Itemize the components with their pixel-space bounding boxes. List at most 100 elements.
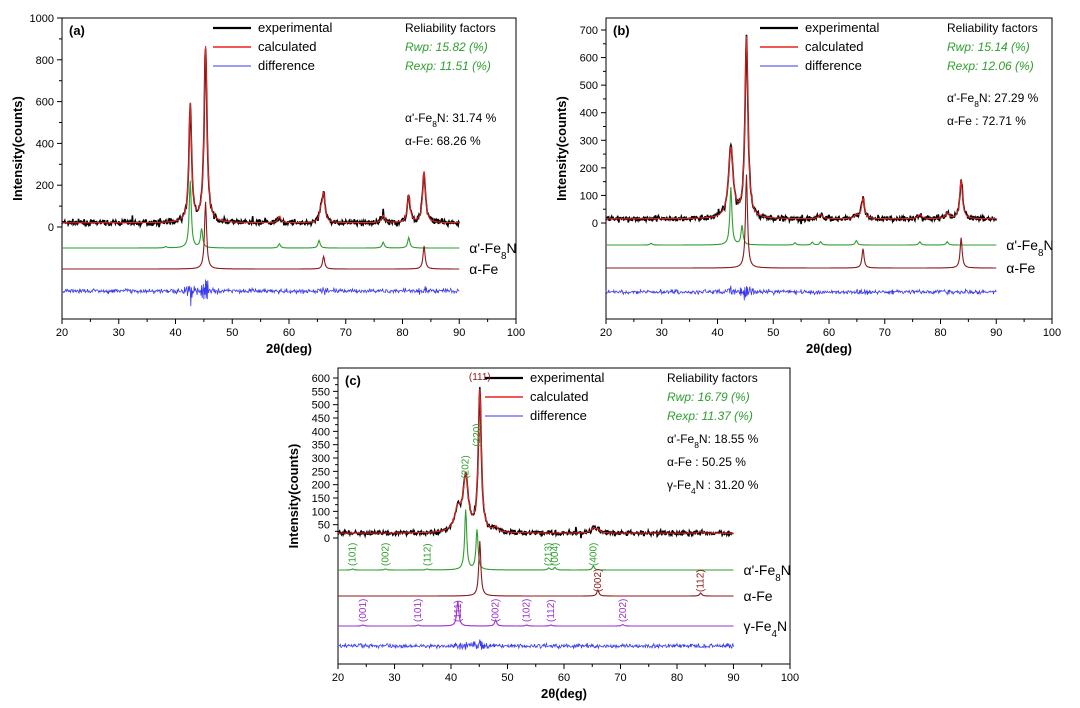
hkl-label: (002) <box>491 599 502 622</box>
y-tick-label: 600 <box>580 53 598 65</box>
series-phase-1 <box>62 180 460 249</box>
phase-fraction: α-Fe : 72.71 % <box>947 114 1026 128</box>
y-tick-label: 700 <box>580 25 598 37</box>
hkl-label: (202) <box>461 455 472 478</box>
legend-entry: difference <box>530 408 587 423</box>
x-axis-label: 2θ(deg) <box>806 341 852 356</box>
y-tick-label: 200 <box>312 480 330 492</box>
y-tick-label: 200 <box>36 180 54 192</box>
rwp-value: Rwp: 15.14 (%) <box>947 40 1030 54</box>
series-phase-2 <box>606 174 997 269</box>
rwp-value: Rwp: 16.79 (%) <box>667 390 750 404</box>
x-tick-label: 20 <box>332 672 344 684</box>
hkl-label: (112) <box>546 599 557 622</box>
x-tick-label: 60 <box>823 327 835 339</box>
x-tick-label: 40 <box>711 327 723 339</box>
y-tick-label: 450 <box>312 413 330 425</box>
series-calculated <box>606 36 997 220</box>
x-axis-label: 2θ(deg) <box>541 686 587 701</box>
y-tick-label: 600 <box>312 373 330 385</box>
rexp-value: Rexp: 11.51 (%) <box>405 59 491 73</box>
y-tick-label: 400 <box>312 426 330 438</box>
legend-entry: calculated <box>530 389 589 404</box>
x-tick-label: 70 <box>614 672 626 684</box>
hkl-label: (002) <box>380 543 391 566</box>
legend-entry: difference <box>805 58 862 73</box>
hkl-label: (101) <box>348 543 359 566</box>
y-tick-label: 200 <box>580 163 598 175</box>
legend-entry: experimental <box>530 370 605 385</box>
y-axis-label: Intensity(counts) <box>554 96 569 201</box>
y-axis-label: Intensity(counts) <box>10 96 25 201</box>
y-tick-label: 0 <box>324 533 330 545</box>
series-phase-2 <box>62 201 460 270</box>
series-phase-1 <box>606 186 997 246</box>
x-tick-label: 100 <box>781 672 799 684</box>
y-tick-label: 600 <box>36 97 54 109</box>
x-tick-label: 90 <box>727 672 739 684</box>
x-tick-label: 50 <box>767 327 779 339</box>
x-tick-label: 100 <box>507 327 525 339</box>
hkl-label: (400) <box>588 543 599 566</box>
legend-entry: calculated <box>805 39 864 54</box>
legend-entry: calculated <box>258 39 317 54</box>
y-tick-label: 550 <box>312 386 330 398</box>
y-tick-label: 400 <box>580 108 598 120</box>
hkl-label: (001) <box>358 599 369 622</box>
phase-fraction: α-Fe: 68.26 % <box>405 134 481 148</box>
y-tick-label: 1000 <box>30 13 54 25</box>
x-tick-label: 100 <box>1043 327 1061 339</box>
y-tick-label: 300 <box>580 135 598 147</box>
x-tick-label: 80 <box>934 327 946 339</box>
phase-label: α'-Fe8N <box>1006 237 1053 259</box>
rexp-value: Rexp: 12.06 (%) <box>947 59 1034 73</box>
series-difference <box>61 279 460 307</box>
y-tick-label: 500 <box>580 80 598 92</box>
x-tick-label: 70 <box>340 327 352 339</box>
hkl-label: (202) <box>618 599 629 622</box>
series-difference <box>605 285 997 301</box>
phase-fraction: α'-Fe8N: 27.29 % <box>947 91 1039 109</box>
panel-label: (a) <box>69 23 85 38</box>
legend-entry: difference <box>258 58 315 73</box>
x-axis-label: 2θ(deg) <box>266 341 312 356</box>
hkl-label: (112) <box>696 569 707 592</box>
x-tick-label: 40 <box>445 672 457 684</box>
chart-panel-3: 20 30 40 50 60 70 80 90 100050100150200250300350… <box>286 367 799 701</box>
x-tick-label: 70 <box>879 327 891 339</box>
rwp-value: Rwp: 15.82 (%) <box>405 40 488 54</box>
series-phase-2 <box>338 540 734 597</box>
hkl-label: (111) <box>453 600 464 622</box>
phase-label: α'-Fe8N <box>469 240 516 262</box>
chart-panel-1: 20 30 40 50 60 70 80 90 100020040060080010002θ(d… <box>10 13 525 356</box>
hkl-label: (102) <box>522 599 533 622</box>
phase-fraction: α'-Fe8N: 18.55 % <box>667 432 759 450</box>
panel-label: (b) <box>613 23 630 38</box>
series-phase-3 <box>338 600 734 627</box>
rexp-value: Rexp: 11.37 (%) <box>667 409 753 423</box>
y-tick-label: 50 <box>318 520 330 532</box>
x-tick-label: 30 <box>113 327 125 339</box>
y-axis-label: Intensity(counts) <box>286 444 301 549</box>
y-tick-label: 150 <box>312 493 330 505</box>
hkl-label: (220) <box>472 423 483 446</box>
hkl-label: (112) <box>422 543 433 566</box>
y-tick-label: 800 <box>36 55 54 67</box>
legend-entry: experimental <box>258 20 333 35</box>
phase-label: α'-Fe8N <box>744 562 791 584</box>
y-tick-label: 0 <box>48 222 54 234</box>
panel-label: (c) <box>345 373 361 388</box>
x-tick-label: 40 <box>169 327 181 339</box>
phase-fraction: γ-Fe4N : 31.20 % <box>667 478 759 496</box>
x-tick-label: 90 <box>453 327 465 339</box>
y-tick-label: 100 <box>580 190 598 202</box>
x-tick-label: 30 <box>656 327 668 339</box>
y-tick-label: 250 <box>312 466 330 478</box>
x-tick-label: 90 <box>990 327 1002 339</box>
hkl-label: (004) <box>550 543 561 566</box>
series-difference <box>337 639 734 651</box>
phase-label: α-Fe <box>469 261 498 277</box>
y-tick-label: 300 <box>312 453 330 465</box>
y-tick-label: 350 <box>312 440 330 452</box>
